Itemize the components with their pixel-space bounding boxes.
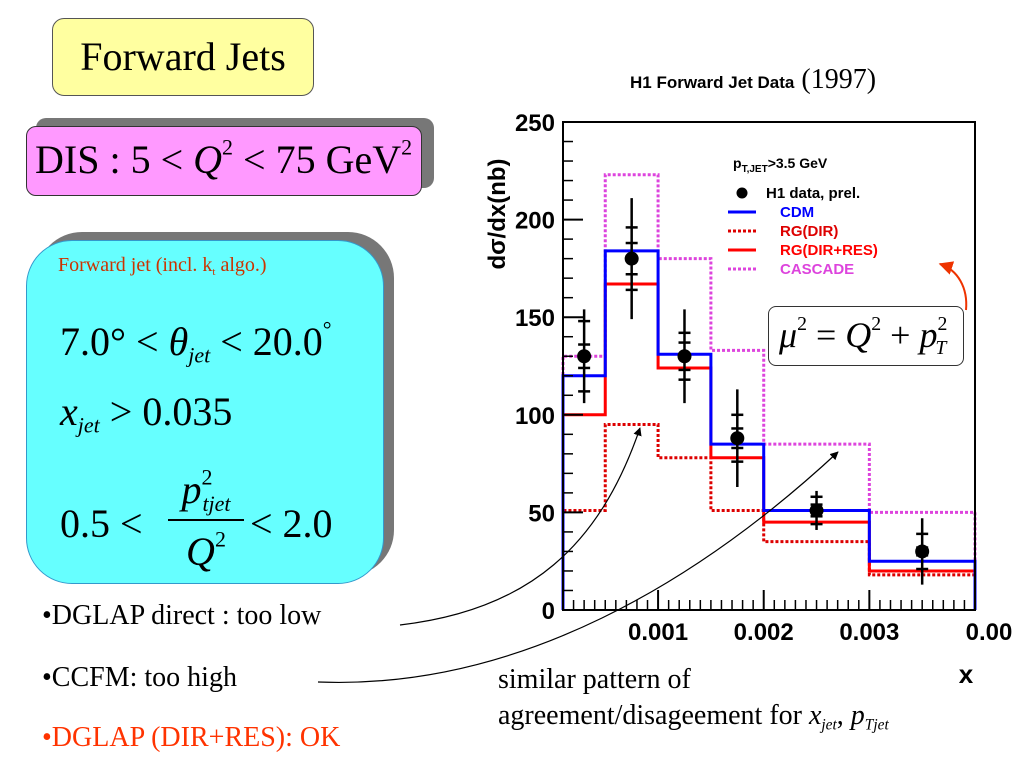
mu-q-exponent: 2 xyxy=(871,313,882,336)
dis-upper: < 75 GeV xyxy=(233,137,402,182)
y-tick-label: 0 xyxy=(542,598,555,625)
xjet-value: > 0.035 xyxy=(99,389,233,434)
series-cascade-line xyxy=(561,173,977,610)
data-point xyxy=(677,349,692,364)
legend-label: RG(DIR+RES) xyxy=(780,242,878,259)
theta-degree: ° xyxy=(322,316,332,342)
mu-symbol: μ xyxy=(779,315,798,355)
mu-q-symbol: Q xyxy=(845,315,872,355)
scale-formula: μ2 = Q2 + p2T xyxy=(768,306,964,366)
mu-equals: = xyxy=(806,315,846,355)
pt-cut-annotation: pT,JET>3.5 GeV xyxy=(733,155,828,175)
bullet-dglap-direct: •DGLAP direct : too low xyxy=(42,600,322,631)
q-symbol: Q xyxy=(186,529,215,574)
note-comma: , xyxy=(836,700,851,731)
annotation-rest: >3.5 GeV xyxy=(768,155,828,171)
y-tick-label: 50 xyxy=(528,500,555,527)
xjet-cut: xjet > 0.035 xyxy=(60,388,233,438)
pt-cut-upper: < 2.0 xyxy=(250,501,333,546)
cuts-header-sub: t xyxy=(212,265,216,278)
series-rg-dir-line xyxy=(561,423,977,610)
theta-symbol: θ xyxy=(168,319,189,364)
data-point xyxy=(809,503,824,518)
dis-gev-exponent: 2 xyxy=(401,134,413,160)
note-line-1: similar pattern of xyxy=(498,664,691,695)
legend-label: RG(DIR) xyxy=(780,223,838,240)
mu-p-symbol: p xyxy=(919,315,938,355)
data-point xyxy=(624,251,639,266)
y-tick-label: 250 xyxy=(515,110,555,137)
chart-title-year: (1997) xyxy=(801,64,877,95)
theta-cut: 7.0° < θjet < 20.0° xyxy=(60,316,332,368)
cuts-header-post: algo.) xyxy=(215,254,267,276)
legend-label: CDM xyxy=(780,204,814,221)
fraction-bar xyxy=(168,519,244,521)
arrow-dglap-direct xyxy=(399,427,642,626)
arrow-mu-formula xyxy=(938,261,968,311)
annotation-sub: T,JET xyxy=(742,164,768,175)
plot-layer xyxy=(561,173,977,610)
y-tick-label: 150 xyxy=(515,305,555,332)
theta-upper: < 20.0 xyxy=(210,319,323,364)
cuts-header-pre: Forward jet (incl. k xyxy=(58,254,213,276)
note-x-symbol: x xyxy=(808,700,822,731)
arrow-ccfm xyxy=(317,451,839,683)
pt-fraction-numerator: p2tjet xyxy=(168,464,244,516)
mu-plus: + xyxy=(881,315,920,355)
x-tick-label: 0.001 xyxy=(628,619,688,646)
q-exponent: 2 xyxy=(214,526,226,552)
x-tick-label: 0.00 xyxy=(966,619,1013,646)
pattern-note: similar pattern of agreement/disageement… xyxy=(498,662,889,734)
dis-q-exponent: 2 xyxy=(222,134,234,160)
note-x-subscript: jet xyxy=(821,716,837,734)
pt-symbol: p xyxy=(181,467,202,512)
slide-title: Forward Jets xyxy=(52,18,314,96)
bullet-dglap-dir-res: •DGLAP (DIR+RES): OK xyxy=(42,722,341,753)
data-point xyxy=(915,544,930,559)
y-tick-label: 100 xyxy=(515,403,555,430)
cuts-header: Forward jet (incl. kt algo.) xyxy=(58,254,267,277)
y-tick-label: 200 xyxy=(515,208,555,235)
theta-subscript: jet xyxy=(188,342,211,368)
pt-fraction-denominator: Q2 xyxy=(168,528,244,575)
note-p-subscript: Tjet xyxy=(864,716,889,734)
plot-frame xyxy=(562,121,976,611)
data-point xyxy=(577,349,592,364)
series-cdm-line xyxy=(561,249,977,610)
dis-label: DIS xyxy=(35,137,100,182)
pt-cut-lower: 0.5 < xyxy=(60,501,143,546)
note-p-symbol: p xyxy=(850,700,865,731)
mu-exponent: 2 xyxy=(797,313,807,336)
bullet-ccfm: •CCFM: too high xyxy=(42,662,237,693)
legend-label: CASCADE xyxy=(780,261,854,278)
mu-p-subscript: T xyxy=(935,336,947,359)
note-line-2-text: agreement/disageement for xyxy=(498,700,809,731)
axis-layer: 0 50 100 150 200 250 0.001 0.002 0.003 0.00 xyxy=(515,110,1012,646)
pt-subscript: tjet xyxy=(202,490,231,516)
x-tick-label: 0.002 xyxy=(734,619,794,646)
xjet-symbol: x xyxy=(60,389,78,434)
xjet-subscript: jet xyxy=(77,412,100,438)
dis-kinematic-range: DIS : 5 < Q2 < 75 GeV2 xyxy=(26,126,422,196)
chart-title-main: H1 Forward Jet Data xyxy=(630,73,795,92)
chart-title: H1 Forward Jet Data (1997) xyxy=(630,64,876,96)
pt-exponent: 2 xyxy=(201,464,213,490)
annotation-p: p xyxy=(733,155,742,171)
dis-q-symbol: Q xyxy=(193,137,223,182)
legend: H1 data, prel. CDM RG(DIR) RG(DIR+RES) CASCA… xyxy=(728,185,878,278)
legend-marker xyxy=(736,187,748,199)
y-axis-label: dσ/dx(nb) xyxy=(484,158,511,269)
dis-sep: : 5 < xyxy=(99,137,194,182)
x-axis-label: x xyxy=(959,659,974,689)
cuts-box xyxy=(26,240,384,584)
x-tick-label: 0.003 xyxy=(839,619,899,646)
theta-lower: 7.0° < xyxy=(60,319,169,364)
mu-p-exponent: 2 xyxy=(937,313,948,336)
legend-label: H1 data, prel. xyxy=(766,185,860,202)
note-line-2: agreement/disageement for xjet, pTjet xyxy=(498,698,889,734)
data-point xyxy=(730,431,745,446)
